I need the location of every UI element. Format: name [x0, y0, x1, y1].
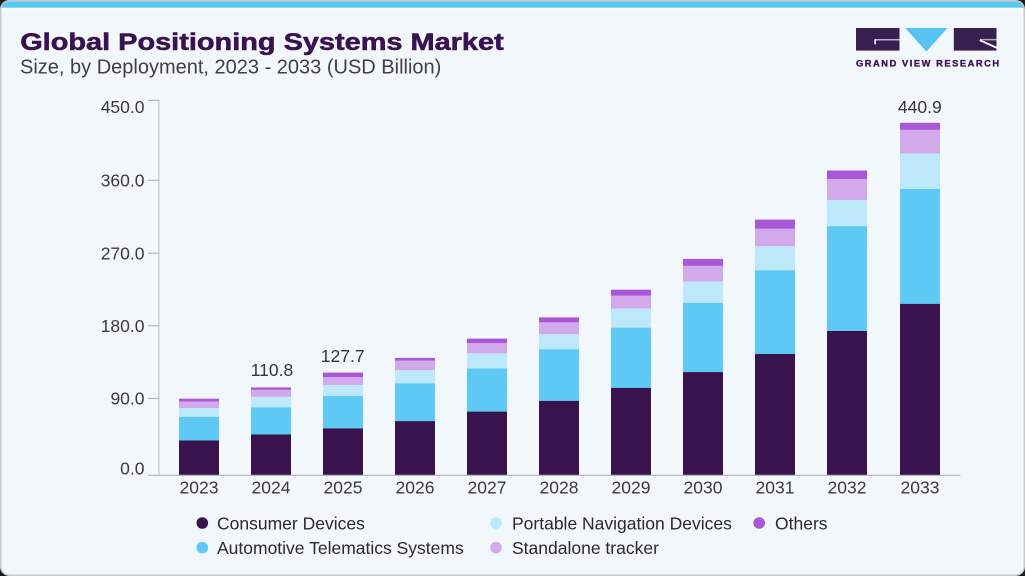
svg-text:180.0: 180.0: [101, 316, 145, 336]
svg-text:2025: 2025: [324, 478, 363, 498]
svg-text:2028: 2028: [540, 478, 579, 498]
svg-text:Portable Navigation Devices: Portable Navigation Devices: [512, 513, 732, 533]
svg-text:2031: 2031: [756, 478, 795, 498]
svg-text:127.7: 127.7: [321, 346, 365, 366]
svg-text:360.0: 360.0: [101, 170, 145, 190]
svg-text:2024: 2024: [252, 478, 291, 498]
svg-text:90.0: 90.0: [110, 389, 144, 409]
svg-text:2033: 2033: [901, 478, 940, 498]
svg-text:270.0: 270.0: [101, 243, 145, 263]
svg-text:2032: 2032: [828, 478, 867, 498]
svg-text:2023: 2023: [180, 478, 219, 498]
svg-text:Global Positioning Systems Mar: Global Positioning Systems Market: [20, 28, 504, 55]
svg-text:2026: 2026: [396, 478, 435, 498]
svg-text:2027: 2027: [468, 478, 507, 498]
svg-text:2029: 2029: [612, 478, 651, 498]
svg-text:110.8: 110.8: [251, 360, 294, 380]
svg-text:0.0: 0.0: [120, 459, 145, 479]
svg-text:450.0: 450.0: [101, 97, 145, 117]
svg-text:440.9: 440.9: [898, 97, 942, 117]
svg-text:GRAND VIEW RESEARCH: GRAND VIEW RESEARCH: [856, 59, 1001, 69]
svg-text:Consumer Devices: Consumer Devices: [217, 513, 365, 533]
svg-text:Others: Others: [775, 513, 828, 533]
svg-text:Size, by Deployment, 2023 - 20: Size, by Deployment, 2023 - 2033 (USD Bi…: [20, 56, 441, 78]
svg-text:2030: 2030: [684, 478, 723, 498]
svg-text:Automotive Telematics Systems: Automotive Telematics Systems: [217, 538, 464, 558]
svg-text:Standalone tracker: Standalone tracker: [512, 538, 659, 558]
